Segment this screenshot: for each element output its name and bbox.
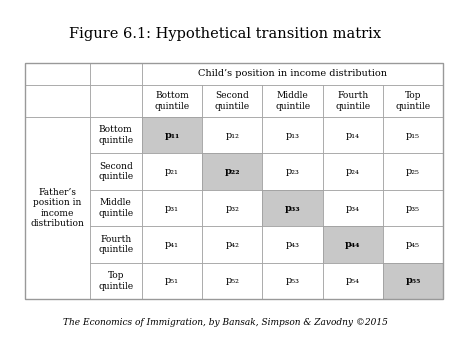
- Text: p₅₁: p₅₁: [165, 276, 179, 285]
- Text: Father’s
position in
income
distribution: Father’s position in income distribution: [30, 188, 84, 228]
- Text: Fourth
quintile: Fourth quintile: [335, 91, 370, 111]
- Text: p₄₂: p₄₂: [225, 240, 239, 249]
- Text: Top
quintile: Top quintile: [396, 91, 431, 111]
- Text: p₄₃: p₄₃: [286, 240, 300, 249]
- Text: p₃₃: p₃₃: [285, 203, 301, 213]
- Text: Figure 6.1: Hypothetical transition matrix: Figure 6.1: Hypothetical transition matr…: [69, 27, 381, 41]
- Text: Bottom
quintile: Bottom quintile: [98, 125, 133, 145]
- Text: p₁₄: p₁₄: [346, 131, 360, 140]
- Text: p₂₁: p₂₁: [165, 167, 179, 176]
- Text: p₃₁: p₃₁: [165, 203, 179, 213]
- Text: p₂₅: p₂₅: [406, 167, 420, 176]
- Text: p₁₁: p₁₁: [164, 131, 180, 140]
- Text: p₂₄: p₂₄: [346, 167, 360, 176]
- Text: Second
quintile: Second quintile: [215, 91, 250, 111]
- Text: p₅₄: p₅₄: [346, 276, 360, 285]
- Text: Middle
quintile: Middle quintile: [275, 91, 310, 111]
- Text: Middle
quintile: Middle quintile: [98, 198, 133, 218]
- Text: Top
quintile: Top quintile: [98, 271, 133, 291]
- Text: p₂₂: p₂₂: [225, 167, 240, 176]
- Text: p₁₅: p₁₅: [406, 131, 420, 140]
- Text: p₄₁: p₄₁: [165, 240, 179, 249]
- Text: Fourth
quintile: Fourth quintile: [98, 235, 133, 254]
- Text: p₁₃: p₁₃: [286, 131, 300, 140]
- Text: p₅₃: p₅₃: [286, 276, 300, 285]
- Text: p₃₂: p₃₂: [225, 203, 239, 213]
- Text: Child’s position in income distribution: Child’s position in income distribution: [198, 69, 387, 78]
- Text: p₅₅: p₅₅: [405, 276, 421, 285]
- Text: p₁₂: p₁₂: [225, 131, 239, 140]
- Text: p₃₄: p₃₄: [346, 203, 360, 213]
- Text: p₅₂: p₅₂: [225, 276, 239, 285]
- Text: p₂₃: p₂₃: [286, 167, 300, 176]
- Text: Bottom
quintile: Bottom quintile: [154, 91, 189, 111]
- Text: p₄₄: p₄₄: [345, 240, 360, 249]
- Text: Second
quintile: Second quintile: [98, 162, 133, 181]
- Text: p₄₅: p₄₅: [406, 240, 420, 249]
- Text: The Economics of Immigration, by Bansak, Simpson & Zavodny ©2015: The Economics of Immigration, by Bansak,…: [63, 318, 387, 327]
- Text: p₃₅: p₃₅: [406, 203, 420, 213]
